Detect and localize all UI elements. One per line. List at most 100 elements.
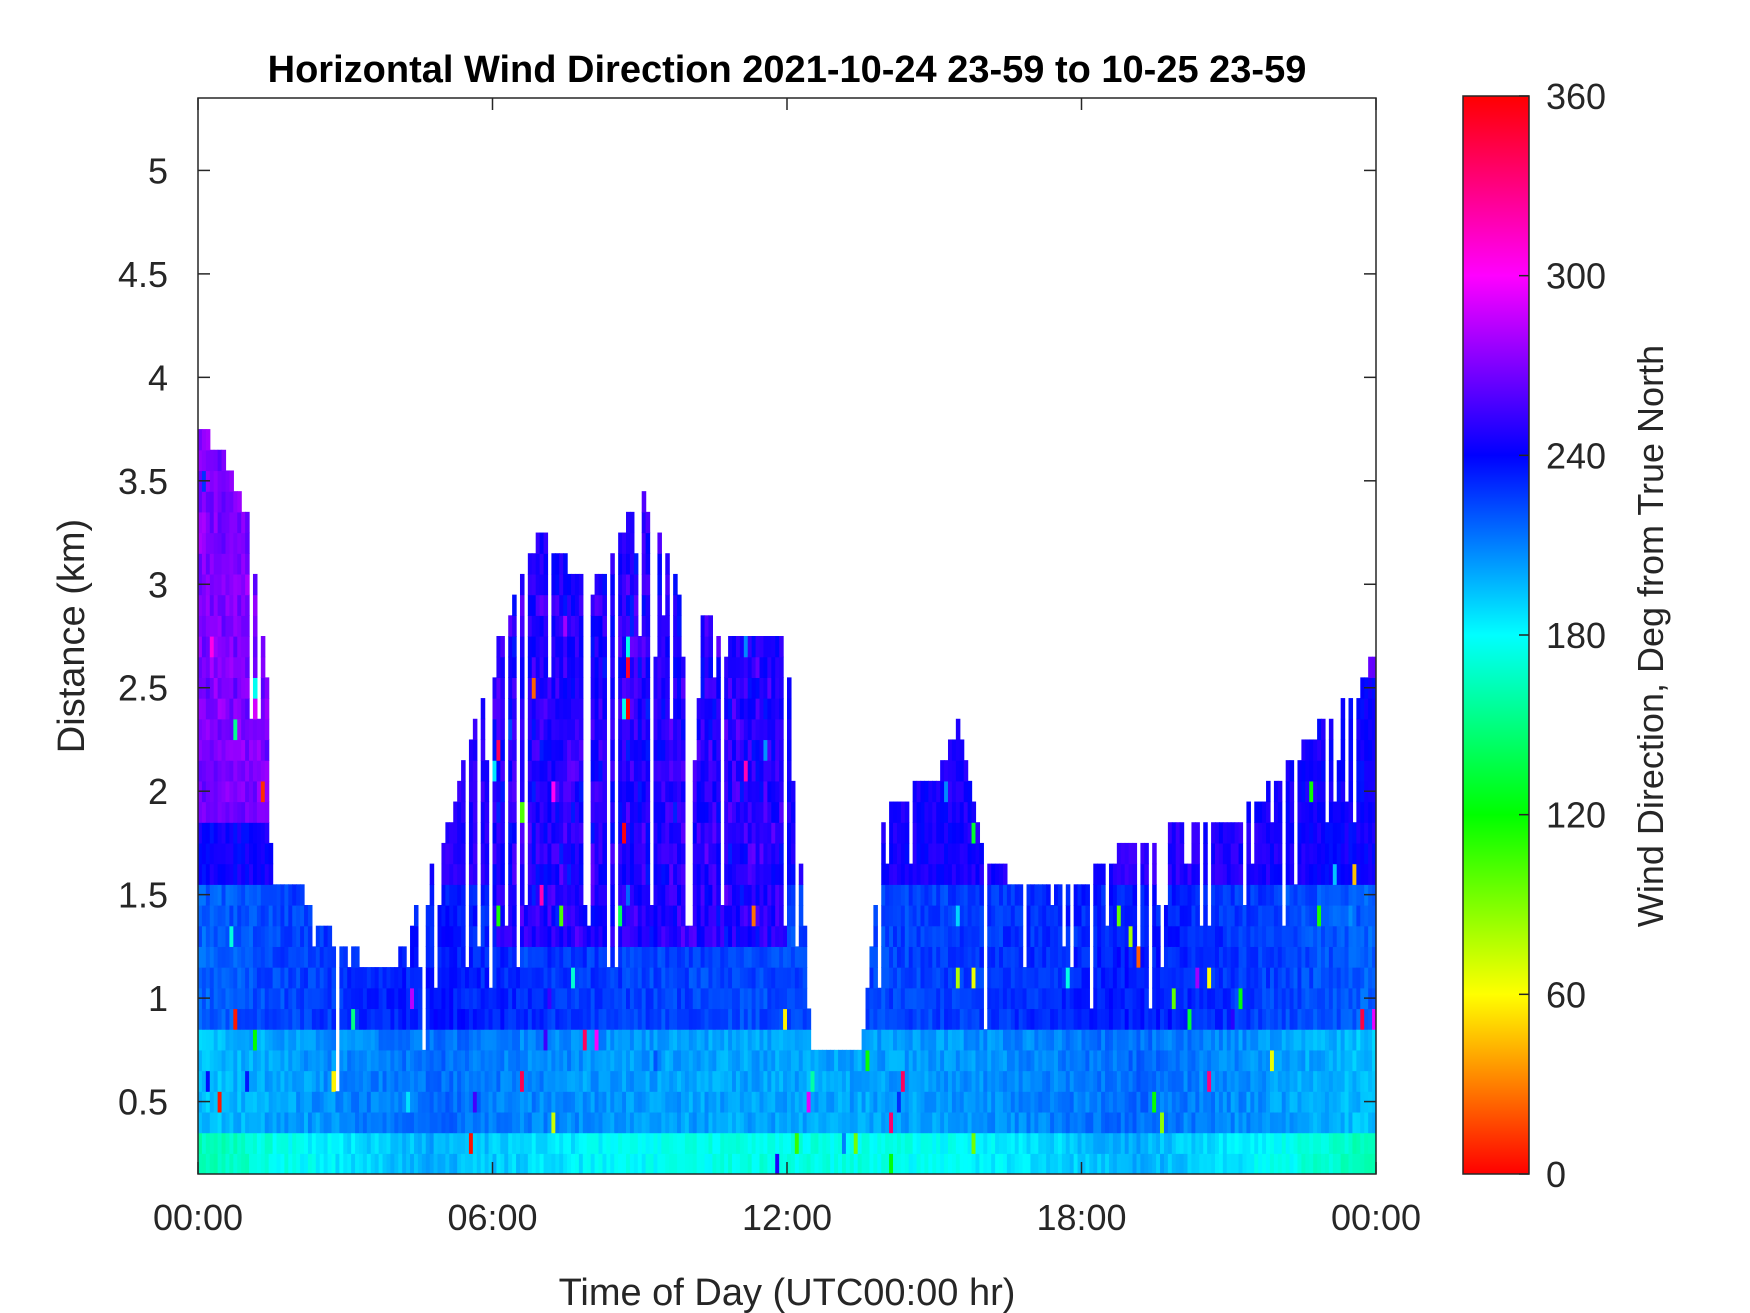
- heatmap-cell: [527, 573, 533, 596]
- heatmap-cell: [516, 1111, 521, 1134]
- heatmap-cell: [975, 1132, 981, 1154]
- heatmap-cell: [198, 1111, 203, 1134]
- heatmap-cell: [900, 1153, 906, 1174]
- heatmap-cell: [618, 677, 623, 699]
- heatmap-cell: [594, 842, 600, 865]
- heatmap-cell: [571, 739, 576, 761]
- heatmap-cell: [732, 1029, 737, 1051]
- heatmap-cell: [256, 884, 262, 906]
- heatmap-cell: [944, 1070, 949, 1092]
- heatmap-cell: [406, 1111, 411, 1134]
- heatmap-cell: [571, 822, 576, 844]
- heatmap-cell: [563, 677, 568, 699]
- heatmap-cell: [260, 1008, 266, 1030]
- heatmap-cell: [480, 863, 486, 885]
- heatmap-cell: [889, 1111, 894, 1134]
- heatmap-cell: [445, 1091, 450, 1113]
- heatmap-cell: [696, 1008, 702, 1030]
- heatmap-cell: [947, 925, 953, 947]
- heatmap-cell: [378, 1111, 384, 1134]
- heatmap-cell: [213, 615, 219, 637]
- heatmap-cell: [582, 1029, 588, 1051]
- heatmap-cell: [319, 1091, 325, 1113]
- heatmap-cell: [205, 636, 211, 658]
- heatmap-cell: [252, 718, 258, 741]
- heatmap-cell: [779, 677, 784, 699]
- heatmap-cell: [669, 987, 674, 1010]
- heatmap-cell: [1026, 1049, 1032, 1072]
- heatmap-cell: [728, 1008, 733, 1030]
- heatmap-cell: [724, 1029, 729, 1051]
- heatmap-cell: [1120, 1029, 1126, 1051]
- heatmap-cell: [951, 1091, 957, 1113]
- heatmap-cell: [1230, 1132, 1236, 1154]
- heatmap-cell: [1081, 1132, 1087, 1154]
- heatmap-cell: [500, 967, 505, 989]
- heatmap-cell: [1128, 1029, 1134, 1051]
- heatmap-cell: [657, 1008, 662, 1030]
- heatmap-cell: [1242, 1111, 1248, 1134]
- heatmap-cell: [665, 677, 670, 699]
- heatmap-cell: [1018, 946, 1024, 968]
- heatmap-cell: [307, 1153, 313, 1174]
- heatmap-cell: [610, 760, 615, 782]
- heatmap-cell: [1042, 946, 1047, 968]
- heatmap-cell: [315, 987, 321, 1010]
- heatmap-cell: [1277, 1091, 1283, 1113]
- heatmap-cell: [602, 1132, 607, 1154]
- heatmap-cell: [692, 967, 698, 989]
- heatmap-cell: [1093, 1153, 1098, 1174]
- heatmap-cell: [280, 884, 285, 906]
- heatmap-cell: [563, 967, 568, 989]
- heatmap-cell: [755, 1008, 761, 1030]
- heatmap-cell: [1132, 925, 1138, 947]
- heatmap-cell: [484, 987, 490, 1010]
- heatmap-cell: [441, 987, 446, 1010]
- heatmap-cell: [578, 1091, 584, 1113]
- heatmap-cell: [1269, 1111, 1275, 1134]
- heatmap-cell: [531, 780, 537, 803]
- heatmap-cell: [252, 1029, 258, 1051]
- heatmap-cell: [798, 925, 804, 947]
- heatmap-cell: [531, 760, 537, 782]
- heatmap-cell: [1132, 1111, 1138, 1134]
- heatmap-cell: [429, 905, 435, 927]
- heatmap-cell: [645, 946, 651, 968]
- heatmap-cell: [492, 1070, 498, 1092]
- heatmap-cell: [205, 594, 211, 616]
- heatmap-cell: [508, 1029, 513, 1051]
- heatmap-cell: [1077, 946, 1083, 968]
- heatmap-cell: [951, 863, 957, 885]
- heatmap-cell: [355, 1091, 360, 1113]
- heatmap-cell: [221, 801, 227, 823]
- heatmap-cell: [987, 1029, 992, 1051]
- heatmap-cell: [1022, 1153, 1028, 1174]
- heatmap-cell: [245, 511, 250, 534]
- heatmap-cell: [987, 884, 992, 906]
- heatmap-cell: [955, 884, 961, 906]
- heatmap-cell: [527, 760, 533, 782]
- heatmap-cell: [955, 1049, 961, 1072]
- heatmap-cell: [198, 1153, 203, 1174]
- heatmap-cell: [276, 925, 282, 947]
- heatmap-cell: [225, 1029, 231, 1051]
- heatmap-cell: [665, 1132, 670, 1154]
- heatmap-cell: [802, 1049, 808, 1072]
- heatmap-cell: [260, 863, 266, 885]
- heatmap-cell: [343, 987, 348, 1010]
- heatmap-cell: [582, 1049, 588, 1072]
- heatmap-cell: [508, 801, 513, 823]
- heatmap-cell: [633, 822, 639, 844]
- heatmap-cell: [296, 1153, 301, 1174]
- heatmap-cell: [319, 1029, 325, 1051]
- heatmap-cell: [873, 1091, 878, 1113]
- heatmap-cell: [480, 884, 486, 906]
- heatmap-cell: [461, 1132, 466, 1154]
- heatmap-cell: [1246, 1132, 1251, 1154]
- heatmap-cell: [963, 1111, 969, 1134]
- heatmap-cell: [539, 946, 545, 968]
- heatmap-cell: [1002, 1049, 1008, 1072]
- heatmap-cell: [724, 822, 729, 844]
- heatmap-cell: [1050, 987, 1055, 1010]
- heatmap-cell: [834, 1153, 839, 1174]
